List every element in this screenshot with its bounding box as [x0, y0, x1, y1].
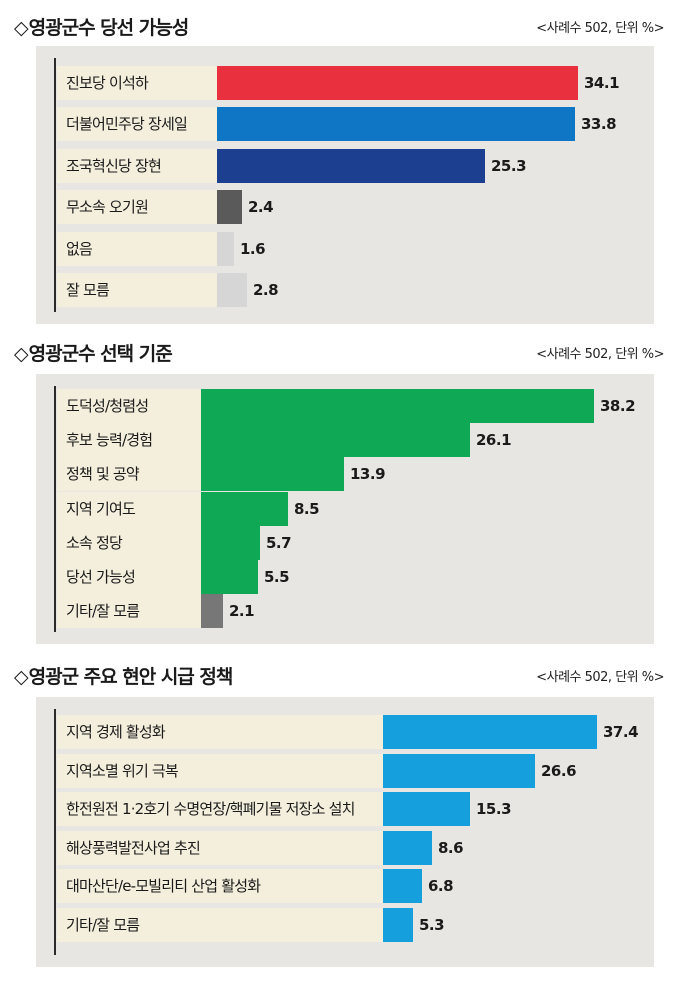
category-label: 무소속 오기원 [57, 190, 217, 224]
value-label: 26.6 [541, 762, 577, 780]
category-label: 기타/잘 모름 [57, 908, 383, 942]
value-label: 8.5 [294, 500, 320, 518]
chart-1-panel: 진보당 이석하 34.1 더불어민주당 장세일 33.8 조국혁신당 장현 25.3 무소속… [36, 46, 654, 324]
bar [217, 190, 242, 224]
value-label: 8.6 [438, 839, 464, 857]
value-label: 1.6 [240, 240, 266, 258]
value-label: 5.5 [264, 568, 290, 586]
category-label: 잘 모름 [57, 273, 217, 307]
category-label: 당선 가능성 [57, 560, 201, 594]
category-label: 지역소멸 위기 극복 [57, 754, 383, 788]
bar [201, 526, 260, 560]
chart-2-note: <사례수 502, 단위 %> [536, 347, 664, 362]
category-label: 기타/잘 모름 [57, 594, 201, 628]
category-label: 해상풍력발전사업 추진 [57, 831, 383, 865]
value-label: 38.2 [600, 397, 636, 415]
category-label: 조국혁신당 장현 [57, 149, 217, 183]
value-label: 33.8 [581, 115, 617, 133]
bar [217, 66, 578, 100]
bar [201, 492, 288, 526]
category-label: 한전원전 1·2호기 수명연장/핵폐기물 저장소 설치 [57, 792, 383, 826]
bar [201, 560, 258, 594]
chart-1-note: <사례수 502, 단위 %> [536, 21, 664, 36]
bar [201, 457, 344, 491]
bar [383, 831, 432, 865]
chart-3-note: <사례수 502, 단위 %> [536, 670, 664, 685]
category-label: 대마산단/e-모빌리티 산업 활성화 [57, 869, 383, 903]
chart-2-axis [54, 386, 56, 632]
category-label: 더불어민주당 장세일 [57, 107, 217, 141]
chart-3-axis [54, 709, 56, 955]
value-label: 5.7 [266, 534, 292, 552]
category-label: 지역 경제 활성화 [57, 715, 383, 749]
category-label: 정책 및 공약 [57, 457, 201, 491]
bar [201, 594, 223, 628]
bar [217, 149, 485, 183]
value-label: 2.8 [253, 281, 279, 299]
chart-2-title: ◇영광군수 선택 기준 [14, 343, 173, 365]
bar [383, 908, 413, 942]
value-label: 25.3 [491, 157, 527, 175]
value-label: 2.1 [229, 602, 255, 620]
bar [201, 423, 470, 457]
bar [201, 389, 594, 423]
value-label: 26.1 [476, 431, 512, 449]
category-label: 진보당 이석하 [57, 66, 217, 100]
category-label: 소속 정당 [57, 526, 201, 560]
chart-1-title: ◇영광군수 당선 가능성 [14, 17, 189, 39]
chart-3-title: ◇영광군 주요 현안 시급 정책 [14, 666, 233, 688]
chart-3-panel: 지역 경제 활성화 37.4 지역소멸 위기 극복 26.6 한전원전 1·2호기 수명… [36, 697, 654, 967]
value-label: 15.3 [476, 800, 512, 818]
bar [217, 273, 247, 307]
bar [217, 232, 234, 266]
bar [383, 715, 597, 749]
value-label: 34.1 [584, 74, 620, 92]
category-label: 지역 기여도 [57, 492, 201, 526]
bar [383, 869, 422, 903]
bar [383, 754, 535, 788]
chart-1-axis [54, 58, 56, 312]
value-label: 13.9 [350, 465, 386, 483]
category-label: 없음 [57, 232, 217, 266]
value-label: 2.4 [248, 198, 274, 216]
value-label: 37.4 [603, 723, 639, 741]
bar [217, 107, 575, 141]
value-label: 6.8 [428, 877, 454, 895]
category-label: 후보 능력/경험 [57, 423, 201, 457]
value-label: 5.3 [419, 916, 445, 934]
chart-2-panel: 도덕성/청렴성 38.2 후보 능력/경험 26.1 정책 및 공약 13.9 지역 기여도… [36, 374, 654, 644]
bar [383, 792, 470, 826]
category-label: 도덕성/청렴성 [57, 389, 201, 423]
